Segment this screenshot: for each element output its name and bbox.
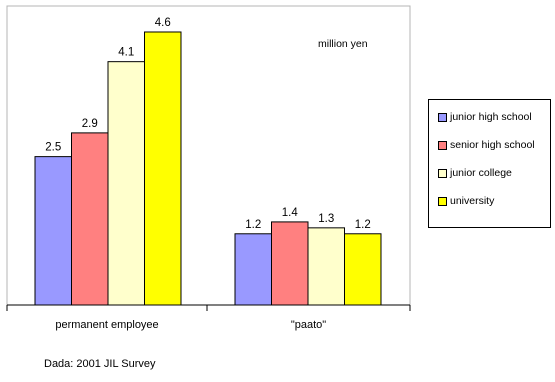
legend-swatch xyxy=(438,168,447,178)
units-label: million yen xyxy=(318,38,368,50)
bar xyxy=(234,233,272,306)
legend-item: junior college xyxy=(438,166,512,180)
legend-swatch xyxy=(438,140,447,150)
value-labels: 2.5 2.9 4.1 4.6 1.2 1.4 1.3 1.2 xyxy=(45,17,371,231)
data-label: 4.6 xyxy=(155,17,171,29)
legend-label: junior high school xyxy=(450,111,532,123)
bars xyxy=(34,31,382,306)
data-label: 1.4 xyxy=(282,207,299,219)
legend-label: university xyxy=(450,195,495,207)
legend-swatch xyxy=(438,196,447,206)
bar xyxy=(344,233,382,306)
bar xyxy=(307,227,345,306)
legend-label: senior high school xyxy=(450,139,535,151)
data-label: 1.2 xyxy=(355,219,371,231)
x-axis: permanent employee "paato" xyxy=(6,304,411,331)
bar xyxy=(34,156,72,306)
legend-item: senior high school xyxy=(438,138,535,152)
legend-item: junior high school xyxy=(438,110,532,124)
x-tick-label: permanent employee xyxy=(55,319,158,331)
data-label: 4.1 xyxy=(118,47,134,59)
bar xyxy=(71,132,109,306)
legend: junior high school senior high school juni… xyxy=(428,99,551,228)
data-label: 1.3 xyxy=(318,213,334,225)
data-label: 2.5 xyxy=(45,142,61,154)
data-label: 1.2 xyxy=(245,219,261,231)
data-label: 2.9 xyxy=(82,118,98,130)
legend-swatch xyxy=(438,112,447,122)
bar xyxy=(107,61,145,306)
legend-item: university xyxy=(438,194,494,208)
legend-label: junior college xyxy=(450,167,512,179)
bar xyxy=(271,221,309,306)
source-note: Dada: 2001 JIL Survey xyxy=(44,358,156,370)
bar xyxy=(144,31,182,306)
x-tick-label: "paato" xyxy=(291,319,326,331)
